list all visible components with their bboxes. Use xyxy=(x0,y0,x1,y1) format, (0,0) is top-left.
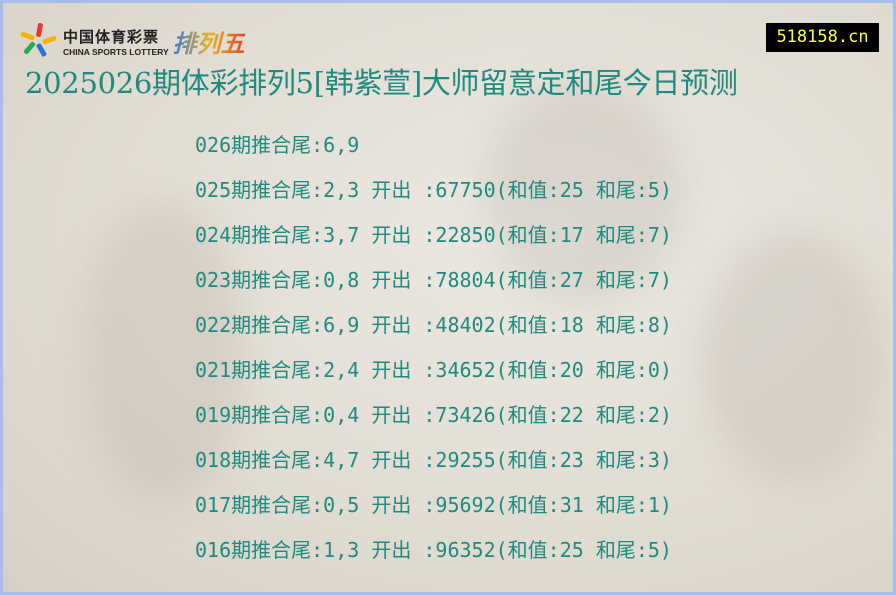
background-figure xyxy=(703,233,883,483)
china-sports-lottery-logo: 中国体育彩票 CHINA SPORTS LOTTERY 排列五 xyxy=(20,21,245,61)
lottery-star-icon xyxy=(20,22,57,59)
background-figure xyxy=(483,83,683,303)
list-item: 021期推合尾:2,4 开出 :34652(和值:20 和尾:0) xyxy=(195,358,672,382)
list-item: 026期推合尾:6,9 xyxy=(195,133,360,157)
background-figure xyxy=(83,203,243,503)
list-item: 022期推合尾:6,9 开出 :48402(和值:18 和尾:8) xyxy=(195,313,672,337)
list-item: 017期推合尾:0,5 开出 :95692(和值:31 和尾:1) xyxy=(195,493,672,517)
page-title: 2025026期体彩排列5[韩紫萱]大师留意定和尾今日预测 xyxy=(25,66,738,100)
prediction-list: 026期推合尾:6,9 025期推合尾:2,3 开出 :67750(和值:25 … xyxy=(195,131,672,581)
site-badge: 518158.cn xyxy=(766,23,879,52)
logo-game-name: 排列五 xyxy=(173,24,245,59)
list-item: 016期推合尾:1,3 开出 :96352(和值:25 和尾:5) xyxy=(195,538,672,562)
list-item: 025期推合尾:2,3 开出 :67750(和值:25 和尾:5) xyxy=(195,178,672,202)
list-item: 024期推合尾:3,7 开出 :22850(和值:17 和尾:7) xyxy=(195,223,672,247)
list-item: 023期推合尾:0,8 开出 :78804(和值:27 和尾:7) xyxy=(195,268,672,292)
logo-cn-text: 中国体育彩票 xyxy=(63,27,160,46)
list-item: 018期推合尾:4,7 开出 :29255(和值:23 和尾:3) xyxy=(195,448,672,472)
logo-en-text: CHINA SPORTS LOTTERY xyxy=(63,46,169,57)
list-item: 019期推合尾:0,4 开出 :73426(和值:22 和尾:2) xyxy=(195,403,672,427)
